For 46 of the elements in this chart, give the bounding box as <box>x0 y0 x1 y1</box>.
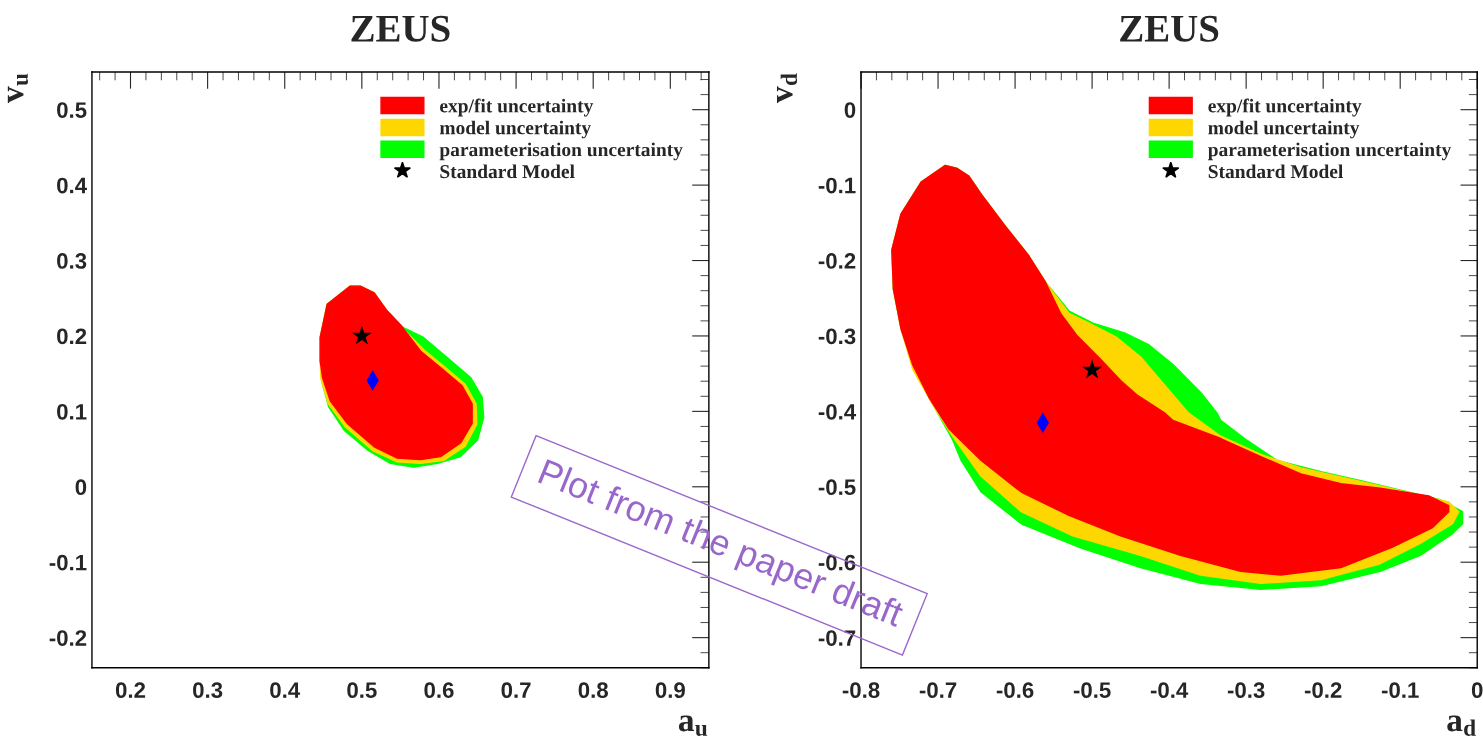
x-tick-label: 0.6 <box>424 682 454 699</box>
y-tick-label: 0 <box>844 102 856 118</box>
y-tick-label: -0.1 <box>49 554 87 571</box>
y-tick-label: 0.2 <box>57 328 87 345</box>
x-tick-label: -0.2 <box>1304 682 1342 699</box>
legend-label: model uncertainty <box>1208 120 1360 139</box>
legend-label: exp/fit uncertainty <box>1208 98 1362 117</box>
x-tick-label: 0 <box>1471 682 1483 699</box>
y-tick-label: -0.7 <box>818 630 856 646</box>
x-tick-label: 0.7 <box>501 682 531 699</box>
x-tick-label: -0.6 <box>996 682 1034 699</box>
x-tick-label: -0.7 <box>919 682 957 699</box>
y-axis-title: v$_{d}$ <box>776 73 798 103</box>
y-axis-title: v$_{u}$ <box>7 73 28 103</box>
x-tick-label: 0.3 <box>193 682 223 699</box>
x-tick-label: -0.1 <box>1381 682 1419 699</box>
legend-label: parameterisation uncertainty <box>1207 142 1452 161</box>
x-tick-label: -0.3 <box>1227 682 1265 699</box>
x-tick-label: -0.5 <box>1073 682 1111 699</box>
legend-label: Standard Model <box>440 164 575 179</box>
legend-label: model uncertainty <box>439 120 591 139</box>
x-tick-label: -0.4 <box>1150 682 1189 699</box>
y-tick-label: -0.2 <box>818 253 856 269</box>
x-tick-label: 0.5 <box>347 682 377 699</box>
y-tick-label: -0.5 <box>818 479 856 496</box>
legend-label: parameterisation uncertainty <box>439 142 683 161</box>
x-tick-label: 0.8 <box>578 682 608 699</box>
legend-label: exp/fit uncertainty <box>440 98 594 117</box>
chart-title: ZEUS <box>1120 15 1219 42</box>
x-axis-title: a$_{d}$ <box>1447 715 1476 736</box>
x-tick-label: 0.4 <box>270 682 301 699</box>
y-tick-label: 0.4 <box>57 177 87 194</box>
y-tick-label: -0.2 <box>49 630 87 646</box>
y-tick-label: 0.5 <box>57 102 87 118</box>
chart-title: ZEUS <box>351 15 450 42</box>
legend-label: Standard Model <box>1208 164 1343 179</box>
y-tick-label: 0 <box>75 479 87 496</box>
y-tick-label: -0.1 <box>818 177 856 194</box>
x-tick-label: 0.9 <box>655 682 685 699</box>
y-tick-label: 0.3 <box>57 253 87 269</box>
x-tick-label: 0.2 <box>115 682 146 699</box>
y-tick-label: 0.1 <box>57 403 87 420</box>
y-tick-label: -0.3 <box>818 328 856 345</box>
x-axis-title: a$_{u}$ <box>678 715 708 736</box>
x-tick-label: -0.8 <box>842 682 880 699</box>
y-tick-label: -0.4 <box>818 403 857 420</box>
